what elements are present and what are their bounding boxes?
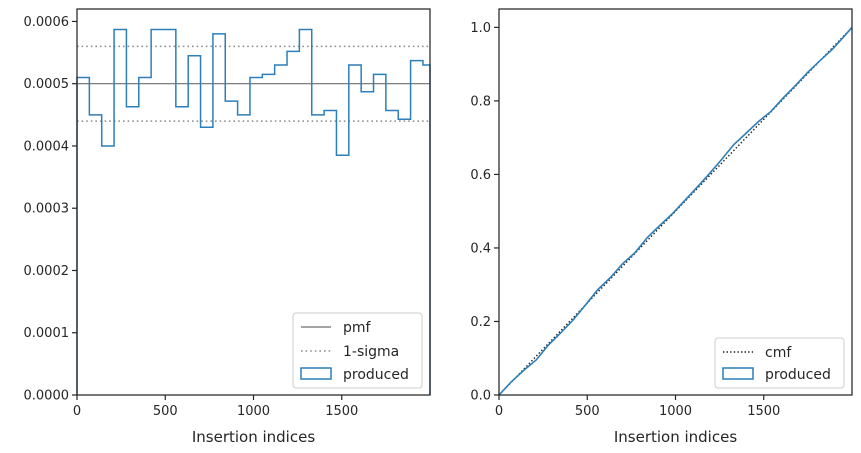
left-y-tick-label: 0.0001 [24,326,70,341]
right-plot-area [498,26,853,396]
produced-cumulative-line [498,26,853,396]
right-y-tick-label: 0.0 [470,389,491,404]
right-y-tick-label: 0.4 [470,241,491,256]
left-y-tick-label: 0.0004 [24,139,70,154]
left-y-tick-label: 0.0003 [24,202,70,217]
right-x-tick-label: 1500 [747,404,780,419]
left-x-tick-label: 500 [153,404,178,419]
legend-produced-swatch [300,367,332,380]
right-y-tick-label: 0.2 [470,315,491,330]
left-axes-frame [76,8,431,396]
right-x-tick-label: 500 [575,404,600,419]
left-x-ticks: 0 500 1000 1500 [73,395,358,419]
left-x-tick-label: 1500 [325,404,358,419]
right-y-tick-label: 0.8 [470,94,491,109]
right-y-tick-label: 1.0 [470,21,491,36]
legend-cmf-label: cmf [765,345,792,361]
left-y-tick-label: 0.0006 [24,15,70,30]
left-legend: pmf 1-sigma produced [292,312,423,389]
right-axes-frame [498,8,853,396]
right-legend: cmf produced [714,337,845,389]
left-y-tick-label: 0.0002 [24,264,70,279]
right-y-ticks: 0.0 0.2 0.4 0.6 0.8 1.0 [470,21,499,404]
left-x-axis-label: Insertion indices [192,428,315,446]
legend-pmf-label: pmf [343,320,372,336]
right-x-axis-label: Insertion indices [614,428,737,446]
legend-1-sigma-label: 1-sigma [343,344,399,360]
right-x-ticks: 0 500 1000 1500 [495,395,780,419]
left-x-tick-label: 1000 [237,404,270,419]
right-x-tick-label: 0 [495,404,503,419]
produced-histogram-step [76,28,431,395]
right-chart: 0 500 1000 1500 0.0 0.2 0.4 0.6 0.8 1.0 Insertio… [470,8,853,446]
left-x-tick-label: 0 [73,404,81,419]
left-plot-area [76,28,431,395]
right-legend-box [714,337,845,389]
left-y-tick-label: 0.0005 [24,77,70,92]
legend-produced-label: produced [343,367,409,383]
legend-cmf-produced-swatch [722,367,754,380]
left-legend-box [292,312,423,389]
left-y-ticks: 0.0000 0.0001 0.0002 0.0003 0.0004 0.0005 0.00… [24,15,77,404]
left-y-tick-label: 0.0000 [24,389,70,404]
left-reference-lines [77,45,430,122]
right-x-tick-label: 1000 [659,404,692,419]
left-chart: 0 500 1000 1500 0.00000.00010.00020.00030.0… [24,8,431,446]
right-y-tick-label: 0.6 [470,168,491,183]
legend-cmf-produced-label: produced [765,367,831,383]
